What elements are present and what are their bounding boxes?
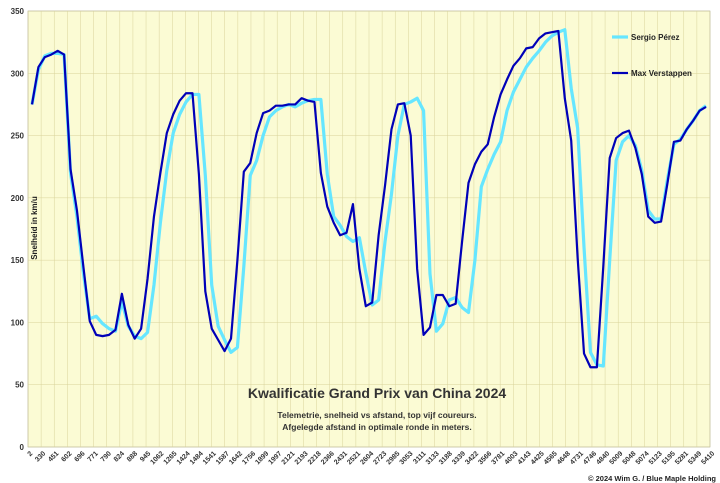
x-tick-label: 4425 <box>530 450 546 466</box>
x-tick-label: 1756 <box>241 450 257 466</box>
y-tick-label: 250 <box>11 132 25 141</box>
x-tick-label: 3781 <box>490 450 506 466</box>
x-tick-label: 5123 <box>648 450 664 466</box>
y-axis-ticks: 0 50 100 150 200 250 300 350 <box>11 7 25 452</box>
x-tick-label: 5009 <box>608 450 624 466</box>
x-tick-label: 4648 <box>556 450 572 466</box>
y-tick-label: 300 <box>11 69 25 78</box>
x-tick-label: 4143 <box>517 450 533 466</box>
x-tick-label: 1424 <box>176 450 192 466</box>
x-tick-label: 1541 <box>202 450 218 466</box>
x-tick-label: 3339 <box>451 450 467 466</box>
x-tick-label: 1484 <box>189 450 205 466</box>
x-tick-label: 3133 <box>425 450 441 466</box>
series-line-sergio-perez <box>30 28 707 368</box>
x-tick-label: 602 <box>60 450 73 463</box>
x-tick-label: 2193 <box>294 450 310 466</box>
y-tick-label: 100 <box>11 318 25 327</box>
legend-label: Max Verstappen <box>631 69 692 78</box>
x-tick-label: 1062 <box>149 450 165 466</box>
x-tick-label: 1642 <box>228 450 244 466</box>
x-tick-label: 5410 <box>700 450 716 466</box>
legend: Sergio Pérez Max Verstappen <box>612 33 692 78</box>
x-tick-label: 2121 <box>281 450 297 466</box>
x-tick-label: 4003 <box>504 450 520 466</box>
x-tick-label: 696 <box>73 450 86 463</box>
x-tick-label: 790 <box>100 450 113 463</box>
x-tick-label: 5281 <box>674 450 690 466</box>
x-tick-label: 1899 <box>254 450 270 466</box>
x-tick-label: 4840 <box>595 450 611 466</box>
x-tick-label: 4565 <box>543 450 559 466</box>
x-tick-label: 4731 <box>569 450 585 466</box>
chart-title: Kwalificatie Grand Prix van China 2024 <box>248 385 507 401</box>
y-tick-label: 350 <box>11 7 25 16</box>
x-tick-label: 3566 <box>477 450 493 466</box>
x-tick-label: 2431 <box>333 450 349 466</box>
x-tick-label: 2604 <box>359 450 375 466</box>
x-tick-label: 3111 <box>412 450 427 465</box>
x-tick-label: 451 <box>47 450 60 463</box>
y-tick-label: 0 <box>20 443 25 452</box>
x-tick-label: 771 <box>87 450 100 463</box>
y-axis-label: Snelheid in km/u <box>30 196 39 260</box>
x-tick-label: 1265 <box>163 450 179 466</box>
y-tick-label: 50 <box>15 381 24 390</box>
copyright-text: © 2024 Wim G. / Blue Maple Holding <box>588 474 716 483</box>
x-tick-label: 2985 <box>386 450 402 466</box>
x-tick-label: 2218 <box>307 450 323 466</box>
x-tick-label: 4746 <box>582 450 598 466</box>
grid-lines <box>27 10 711 448</box>
x-tick-label: 3422 <box>464 450 480 466</box>
y-tick-label: 200 <box>11 194 25 203</box>
series-lines <box>30 28 707 369</box>
x-tick-label: 5074 <box>635 450 651 466</box>
x-tick-label: 824 <box>113 450 126 463</box>
chart-subtitle-line-2: Afgelegde afstand in optimale ronde in m… <box>282 422 471 432</box>
x-tick-label: 330 <box>34 450 47 463</box>
x-tick-label: 3188 <box>438 450 454 466</box>
x-tick-label: 1997 <box>267 450 283 466</box>
x-tick-label: 5195 <box>661 450 677 466</box>
x-tick-label: 1587 <box>215 450 231 466</box>
x-tick-label: 5349 <box>687 450 703 466</box>
x-axis-ticks: 2 330 451 602 696 771 790 824 888 945106212651424… <box>27 450 717 466</box>
x-tick-label: 2366 <box>320 450 336 466</box>
series-line-max-verstappen <box>30 29 707 369</box>
x-tick-label: 5048 <box>622 450 638 466</box>
legend-label: Sergio Pérez <box>631 33 679 42</box>
x-tick-label: 888 <box>126 450 139 463</box>
y-tick-label: 150 <box>11 256 25 265</box>
x-tick-label: 2521 <box>346 450 362 466</box>
x-tick-label: 3053 <box>399 450 415 466</box>
x-tick-label: 2723 <box>372 450 388 466</box>
x-tick-label: 2 <box>27 450 35 458</box>
chart-subtitle-line-1: Telemetrie, snelheid vs afstand, top vij… <box>277 410 476 420</box>
